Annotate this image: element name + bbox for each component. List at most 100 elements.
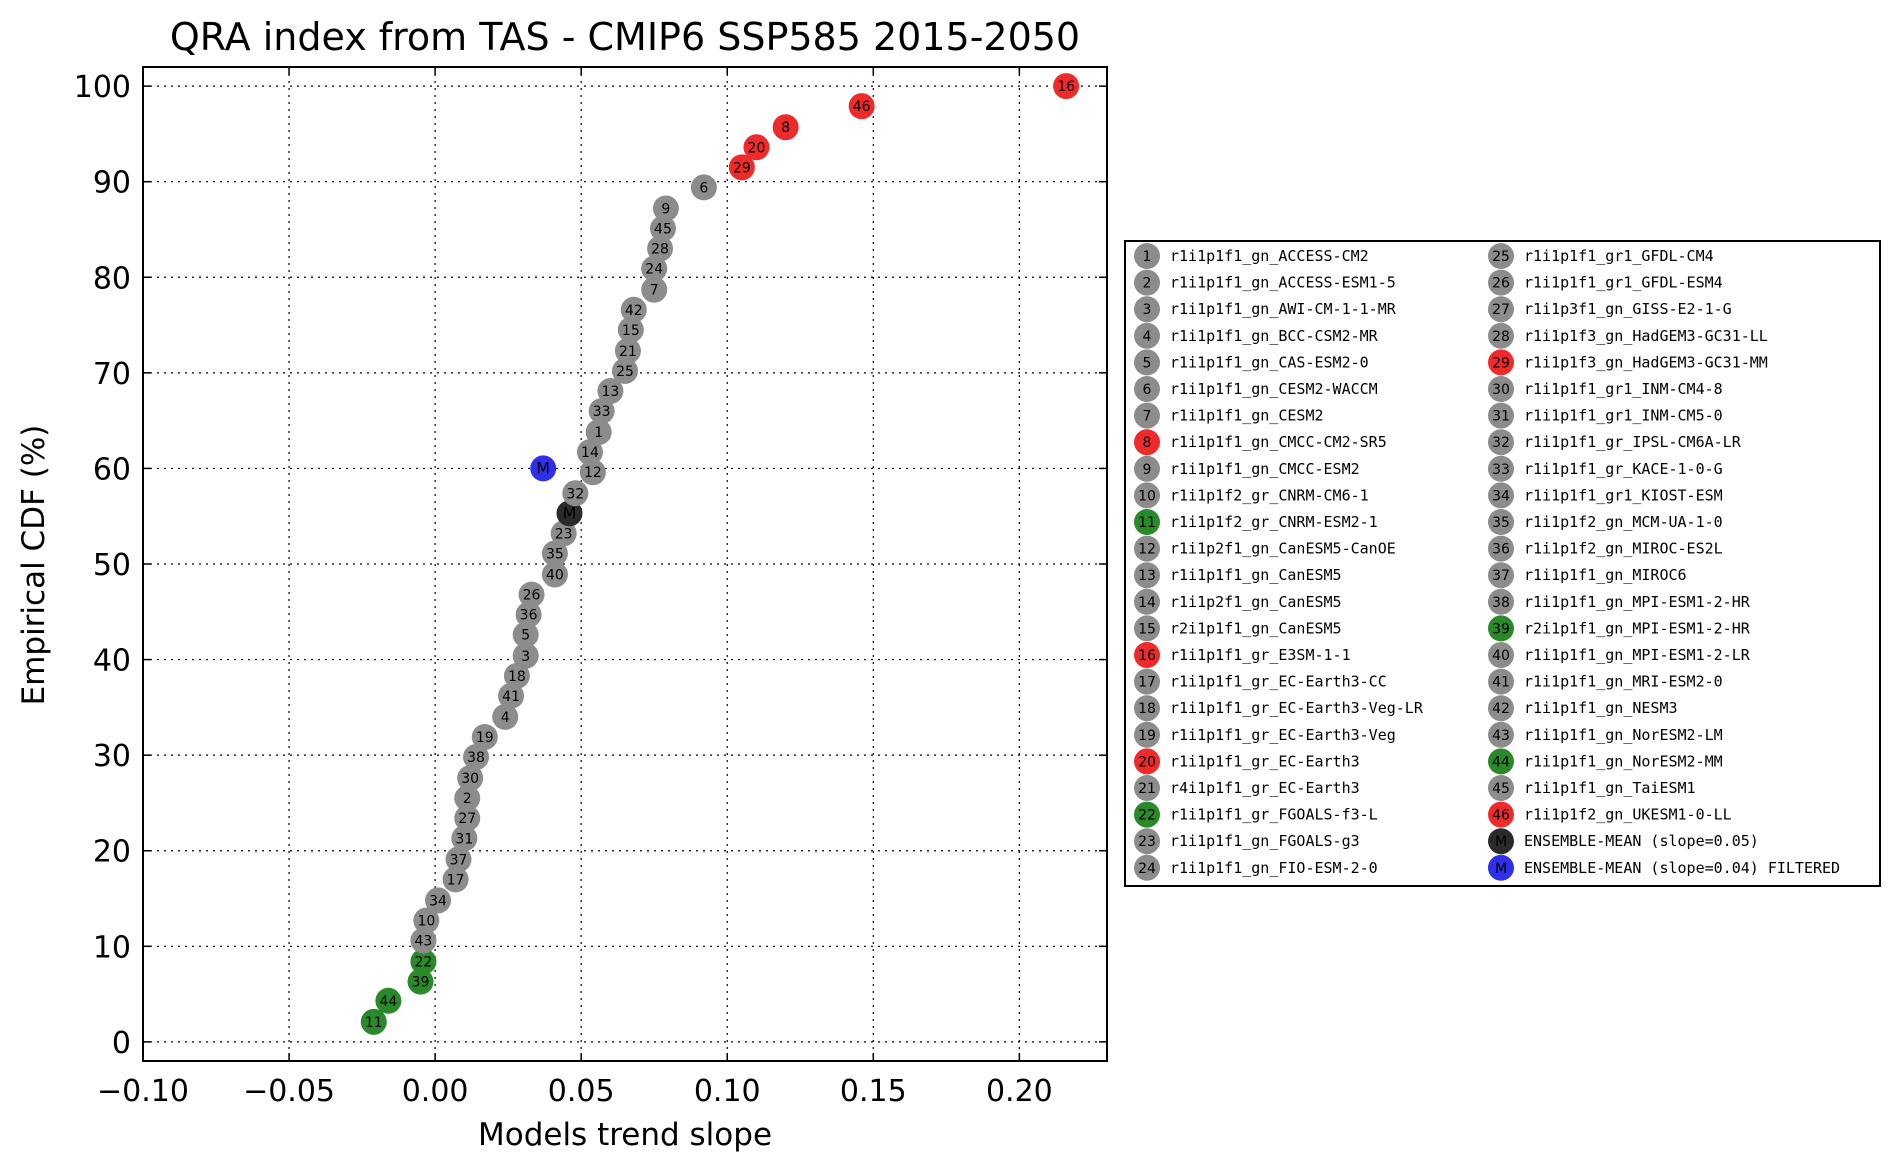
legend-marker-label: 33 bbox=[1492, 462, 1510, 478]
data-point: M bbox=[556, 500, 583, 527]
legend-marker-label: 44 bbox=[1492, 754, 1510, 770]
data-point-label: 18 bbox=[508, 669, 526, 685]
data-point: 44 bbox=[375, 987, 402, 1014]
data-point-label: 22 bbox=[415, 955, 433, 971]
data-point-label: 7 bbox=[650, 283, 659, 299]
legend-marker-label: M bbox=[1495, 834, 1507, 850]
legend-marker-label: 30 bbox=[1492, 382, 1510, 398]
y-tick-label: 90 bbox=[93, 166, 131, 201]
legend-label: r2i1p1f1_gn_MPI-ESM1-2-HR bbox=[1524, 619, 1751, 637]
data-point-marker bbox=[772, 114, 799, 141]
legend-marker-label: 23 bbox=[1138, 834, 1156, 850]
legend-marker-label: 16 bbox=[1138, 648, 1156, 664]
data-point: 1 bbox=[585, 419, 612, 446]
data-point-label: 23 bbox=[555, 526, 573, 542]
y-tick-label: 0 bbox=[112, 1026, 131, 1061]
legend-label: r1i1p1f1_gn_CESM2 bbox=[1170, 407, 1324, 425]
legend-label: r1i1p1f2_gn_MIROC-ES2L bbox=[1524, 540, 1723, 558]
data-point-marker bbox=[512, 642, 539, 669]
legend-entry: 6 r1i1p1f1_gn_CESM2-WACCM bbox=[1134, 376, 1378, 402]
legend-marker-label: 17 bbox=[1138, 675, 1156, 691]
legend-entry: 23 r1i1p1f1_gn_FGOALS-g3 bbox=[1134, 828, 1360, 855]
legend-entry: 20 r1i1p1f1_gr_EC-Earth3 bbox=[1134, 748, 1360, 775]
data-point: 6 bbox=[690, 174, 717, 201]
legend-label: r1i1p3f1_gn_GISS-E2-1-G bbox=[1524, 300, 1732, 318]
data-point-marker bbox=[407, 968, 434, 995]
data-point-marker bbox=[550, 520, 577, 547]
legend-entry: 19 r1i1p1f1_gr_EC-Earth3-Veg bbox=[1134, 721, 1396, 748]
legend-label: ENSEMBLE-MEAN (slope=0.04) FILTERED bbox=[1524, 859, 1840, 877]
legend-marker bbox=[1488, 376, 1514, 402]
legend-entry: 39 r2i1p1f1_gn_MPI-ESM1-2-HR bbox=[1488, 615, 1751, 642]
legend-entry: 37 r1i1p1f1_gn_MIROC6 bbox=[1488, 562, 1687, 589]
legend-entry: 10 r1i1p1f2_gr_CNRM-CM6-1 bbox=[1134, 482, 1369, 509]
data-point-label: 30 bbox=[461, 771, 479, 787]
data-point-marker bbox=[442, 866, 469, 893]
legend-label: r2i1p1f1_gn_CanESM5 bbox=[1170, 619, 1342, 637]
data-point-label: M bbox=[536, 458, 550, 477]
legend-marker-label: 20 bbox=[1138, 754, 1156, 770]
data-point-label: 34 bbox=[429, 893, 447, 909]
legend-entry: 4 r1i1p1f1_gn_BCC-CSM2-MR bbox=[1134, 322, 1379, 349]
legend-label: r1i1p1f1_gr_FGOALS-f3-L bbox=[1170, 806, 1378, 824]
legend-label: ENSEMBLE-MEAN (slope=0.05) bbox=[1524, 832, 1759, 850]
data-point-label: 13 bbox=[601, 384, 619, 400]
data-point-marker bbox=[649, 215, 676, 242]
legend-marker bbox=[1134, 615, 1160, 642]
legend-entry: 25 r1i1p1f1_gr1_GFDL-CM4 bbox=[1488, 243, 1714, 269]
data-point-label: 15 bbox=[622, 323, 640, 339]
legend-entry: 41 r1i1p1f1_gn_MRI-ESM2-0 bbox=[1488, 668, 1723, 695]
legend-label: r4i1p1f1_gr_EC-Earth3 bbox=[1170, 779, 1360, 797]
x-tick-label: 0.20 bbox=[986, 1074, 1053, 1109]
data-point-label: 25 bbox=[616, 364, 634, 380]
legend-label: r1i1p1f1_gn_ACCESS-ESM1-5 bbox=[1170, 274, 1396, 292]
data-point: 22 bbox=[410, 948, 437, 975]
legend-label: r1i1p1f1_gn_FGOALS-g3 bbox=[1170, 832, 1360, 850]
legend-marker bbox=[1488, 535, 1514, 562]
legend-marker bbox=[1488, 243, 1514, 269]
data-point: 4 bbox=[492, 703, 519, 730]
data-point: 33 bbox=[588, 398, 615, 425]
data-point: 43 bbox=[410, 927, 437, 954]
x-axis-ticks: −0.10 −0.05 0.00 0.05 0.10 0.15 0.20 bbox=[97, 67, 1053, 1109]
x-tick-label: 0.05 bbox=[548, 1074, 615, 1109]
legend-label: r1i1p1f1_gr1_INM-CM5-0 bbox=[1524, 407, 1723, 425]
legend-marker bbox=[1488, 429, 1514, 456]
data-point-label: 1 bbox=[594, 425, 603, 441]
legend-label: r1i1p1f1_gr1_KIOST-ESM bbox=[1524, 486, 1723, 504]
data-point-label: 12 bbox=[584, 465, 602, 481]
legend-marker bbox=[1488, 349, 1514, 376]
data-point-marker bbox=[498, 682, 525, 709]
legend-marker-label: 6 bbox=[1143, 382, 1152, 398]
legend-label: r1i1p1f2_gn_UKESM1-0-LL bbox=[1524, 806, 1732, 824]
legend-marker bbox=[1134, 828, 1160, 855]
legend-marker-label: 4 bbox=[1143, 329, 1152, 345]
legend-entry: 9 r1i1p1f1_gn_CMCC-ESM2 bbox=[1134, 455, 1360, 482]
legend-label: r1i1p1f1_gn_CanESM5 bbox=[1170, 566, 1342, 584]
data-point-marker bbox=[518, 581, 545, 608]
legend-entry: 36 r1i1p1f2_gn_MIROC-ES2L bbox=[1488, 535, 1723, 562]
x-tick-label: 0.15 bbox=[840, 1074, 907, 1109]
legend-marker bbox=[1488, 615, 1514, 642]
y-tick-label: 80 bbox=[93, 261, 131, 296]
legend-marker bbox=[1488, 854, 1514, 881]
data-point-marker bbox=[413, 907, 440, 934]
legend-entry: 11 r1i1p1f2_gr_CNRM-ESM2-1 bbox=[1134, 509, 1378, 535]
data-point-label: 44 bbox=[379, 994, 397, 1010]
legend-marker bbox=[1134, 695, 1160, 722]
data-point-label: 41 bbox=[502, 689, 520, 705]
data-point-marker bbox=[647, 235, 674, 262]
x-axis-label: Models trend slope bbox=[478, 1117, 772, 1153]
data-point: 3 bbox=[512, 642, 539, 669]
legend-entry: 13 r1i1p1f1_gn_CanESM5 bbox=[1134, 562, 1342, 589]
data-point-label: 45 bbox=[654, 222, 672, 238]
legend-entry: 33 r1i1p1f1_gr_KACE-1-0-G bbox=[1488, 455, 1723, 482]
data-point-label: 16 bbox=[1057, 79, 1075, 95]
legend-entry: 26 r1i1p1f1_gr1_GFDL-ESM4 bbox=[1488, 269, 1723, 296]
data-point-marker bbox=[585, 419, 612, 446]
data-point: 21 bbox=[614, 337, 641, 364]
data-point-marker bbox=[612, 357, 638, 384]
legend-marker-label: 7 bbox=[1143, 409, 1152, 425]
data-point-label: 32 bbox=[566, 486, 584, 502]
legend-marker-label: 2 bbox=[1143, 276, 1152, 292]
